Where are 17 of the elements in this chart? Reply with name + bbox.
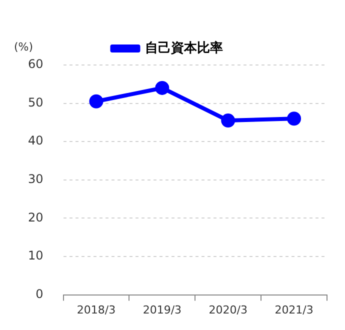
x-tick-label: 2018/3 xyxy=(76,303,116,316)
y-tick-label: 0 xyxy=(36,286,44,301)
point xyxy=(221,114,236,128)
y-tick-label: 60 xyxy=(28,57,44,72)
y-tick-label: 40 xyxy=(28,134,44,148)
y-tick-label: 50 xyxy=(28,95,44,110)
y-tick-label: 30 xyxy=(28,172,44,186)
y-tick-label: 10 xyxy=(28,248,44,263)
y-axis-title: (%) xyxy=(14,40,34,54)
point xyxy=(287,112,302,126)
point xyxy=(89,94,104,108)
legend-label: 自己資本比率 xyxy=(144,40,223,56)
x-tick-label: 2020/3 xyxy=(208,303,248,316)
x-tick-label: 2021/3 xyxy=(274,303,314,316)
x-tick-label: 2019/3 xyxy=(142,303,182,316)
y-tick-label: 20 xyxy=(28,210,44,224)
point xyxy=(155,80,170,95)
